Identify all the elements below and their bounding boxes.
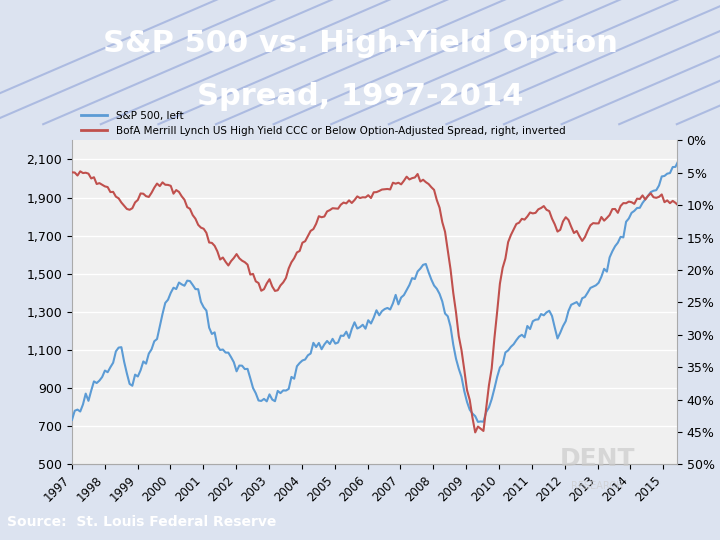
Text: DENT: DENT <box>560 447 635 471</box>
Text: Source:  St. Louis Federal Reserve: Source: St. Louis Federal Reserve <box>7 516 276 529</box>
Text: Spread, 1997-2014: Spread, 1997-2014 <box>197 83 523 111</box>
Legend: S&P 500, left, BofA Merrill Lynch US High Yield CCC or Below Option-Adjusted Spr: S&P 500, left, BofA Merrill Lynch US Hig… <box>77 107 570 140</box>
Text: RESEARCH: RESEARCH <box>572 481 624 491</box>
Text: S&P 500 vs. High-Yield Option: S&P 500 vs. High-Yield Option <box>102 29 618 58</box>
